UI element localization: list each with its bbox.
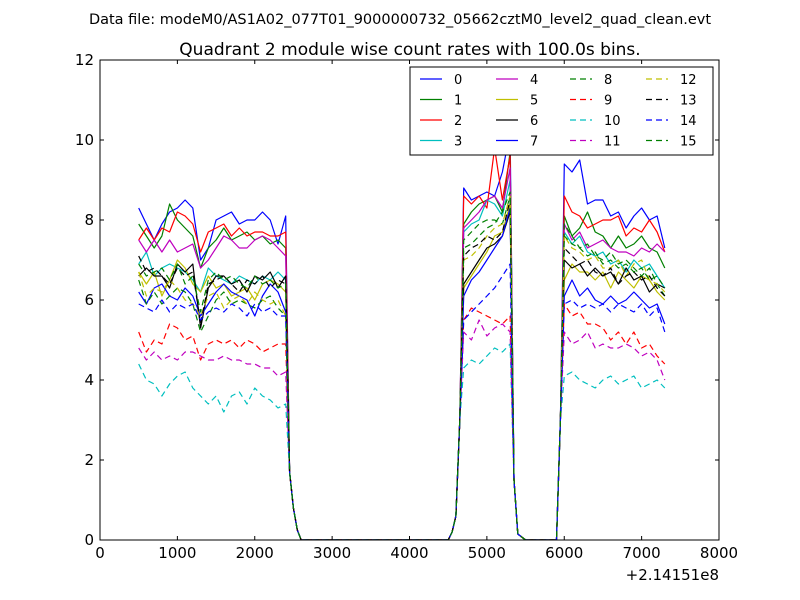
legend-entry-2: 2 bbox=[420, 114, 462, 129]
legend-label: 11 bbox=[604, 135, 621, 150]
legend-label: 10 bbox=[604, 114, 621, 129]
x-tick-label: 6000 bbox=[545, 544, 583, 562]
series-line-10 bbox=[138, 343, 666, 540]
series-line-9 bbox=[138, 303, 666, 540]
legend-entry-10: 10 bbox=[570, 114, 621, 129]
legend-entry-4: 4 bbox=[496, 73, 538, 88]
legend-entry-5: 5 bbox=[496, 94, 538, 109]
legend-entry-1: 1 bbox=[420, 94, 462, 109]
chart-title: Quadrant 2 module wise count rates with … bbox=[179, 40, 640, 60]
legend-label: 3 bbox=[454, 135, 462, 150]
legend-entry-7: 7 bbox=[496, 135, 538, 150]
series-line-0 bbox=[138, 131, 666, 540]
series-line-5 bbox=[138, 203, 666, 540]
series-line-8 bbox=[138, 195, 666, 540]
y-tick-label: 10 bbox=[75, 131, 94, 149]
legend-label: 4 bbox=[530, 73, 538, 88]
x-tick-label: 8000 bbox=[700, 544, 738, 562]
x-tick-label: 5000 bbox=[468, 544, 506, 562]
legend-label: 8 bbox=[604, 73, 612, 88]
series-line-11 bbox=[138, 319, 666, 540]
y-tick-label: 8 bbox=[84, 211, 94, 229]
y-tick-label: 12 bbox=[75, 51, 94, 69]
y-tick-label: 6 bbox=[84, 291, 94, 309]
series-line-4 bbox=[138, 167, 666, 540]
series-line-2 bbox=[138, 147, 666, 540]
series-line-15 bbox=[138, 191, 666, 540]
legend-entry-12: 12 bbox=[646, 73, 697, 88]
legend-box bbox=[409, 66, 714, 156]
x-tick-label: 3000 bbox=[313, 544, 351, 562]
legend-entry-11: 11 bbox=[570, 135, 621, 150]
legend-entry-13: 13 bbox=[646, 94, 697, 109]
legend-entry-8: 8 bbox=[570, 73, 612, 88]
legend-label: 12 bbox=[680, 73, 697, 88]
x-offset-label: +2.14151e8 bbox=[626, 566, 719, 584]
y-tick-label: 4 bbox=[84, 371, 94, 389]
x-tick-label: 4000 bbox=[390, 544, 428, 562]
suptitle: Data file: modeM0/AS1A02_077T01_90000007… bbox=[89, 12, 711, 28]
legend-label: 1 bbox=[454, 94, 462, 109]
axes: 0 1000 2000 3000 4000 5000 6000 7000 80000246810… bbox=[75, 51, 738, 562]
x-tick-label: 2000 bbox=[236, 544, 274, 562]
series-line-1 bbox=[138, 151, 666, 540]
legend-label: 2 bbox=[454, 114, 462, 129]
x-tick-label: 1000 bbox=[158, 544, 196, 562]
y-tick-label: 2 bbox=[84, 451, 94, 469]
legend-entry-15: 15 bbox=[646, 135, 697, 150]
legend-label: 6 bbox=[530, 114, 538, 129]
legend-entry-0: 0 bbox=[420, 73, 462, 88]
legend-label: 13 bbox=[680, 94, 697, 109]
legend-entry-14: 14 bbox=[646, 114, 697, 129]
legend-label: 5 bbox=[530, 94, 538, 109]
legend-label: 7 bbox=[530, 135, 538, 150]
x-tick-label: 0 bbox=[95, 544, 105, 562]
x-tick-label: 7000 bbox=[623, 544, 661, 562]
series-line-3 bbox=[138, 179, 666, 540]
legend-label: 14 bbox=[680, 114, 697, 129]
series-line-14 bbox=[138, 263, 666, 540]
legend-entry-6: 6 bbox=[496, 114, 538, 129]
legend-entry-3: 3 bbox=[420, 135, 462, 150]
series-line-6 bbox=[138, 211, 666, 540]
y-tick-label: 0 bbox=[84, 531, 94, 549]
legend-label: 9 bbox=[604, 94, 612, 109]
plot-area bbox=[138, 131, 666, 540]
legend-label: 15 bbox=[680, 135, 697, 150]
series-line-13 bbox=[138, 199, 666, 540]
legend-label: 0 bbox=[454, 73, 462, 88]
legend-entry-9: 9 bbox=[570, 94, 612, 109]
series-line-7 bbox=[138, 207, 666, 540]
